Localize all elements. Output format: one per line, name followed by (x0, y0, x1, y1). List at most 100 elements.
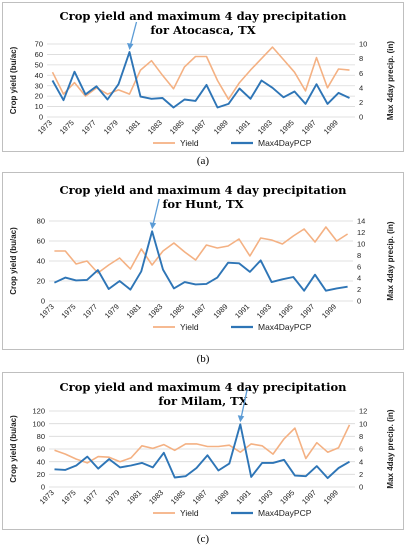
annotation-arrow-head (237, 415, 245, 423)
y-tick-right: 8 (359, 54, 363, 63)
x-tick: 1989 (213, 488, 231, 506)
chart-title-c: Crop yield and maximum 4 day precipitati… (23, 380, 383, 408)
x-tick: 1985 (168, 118, 186, 136)
annotation-arrow-shaft (152, 198, 160, 224)
x-tick: 1987 (190, 118, 208, 136)
y-tick-right: 14 (357, 217, 365, 226)
x-tick: 1979 (103, 302, 121, 320)
legend-precip-label: Max4DayPCP (258, 508, 312, 518)
y-tick-right: 10 (357, 239, 365, 248)
annotation-arrow-head (127, 43, 134, 51)
x-tick: 1981 (124, 118, 142, 136)
x-tick: 1975 (59, 302, 77, 320)
x-tick: 1977 (81, 488, 99, 506)
x-tick: 1977 (80, 118, 98, 136)
y-tick-left: 0 (41, 483, 45, 492)
y-axis-label-right: Max 4day precip. (in) (386, 221, 395, 300)
chart-title-b-line2: for Hunt, TX (162, 197, 244, 211)
y-axis-label-left: Crop yield (bu/ac) (9, 415, 18, 483)
x-tick: 1989 (211, 302, 229, 320)
x-tick: 1985 (168, 302, 186, 320)
y-tick-left: 20 (35, 92, 43, 101)
y-tick-left: 40 (37, 457, 45, 466)
y-tick-left: 100 (32, 419, 45, 428)
y-tick-right: 4 (359, 457, 363, 466)
x-tick: 1975 (58, 118, 76, 136)
chart-title-c-line1: Crop yield and maximum 4 day precipitati… (59, 380, 347, 394)
legend-precip-label: Max4DayPCP (258, 322, 312, 332)
x-tick: 1983 (146, 118, 164, 136)
y-tick-right: 6 (359, 445, 363, 454)
y-tick-left: 30 (35, 81, 43, 90)
y-tick-left: 80 (37, 217, 45, 226)
x-tick: 1985 (169, 488, 187, 506)
x-tick: 1997 (300, 118, 318, 136)
caption-a: (a) (196, 155, 210, 167)
x-tick: 1995 (277, 302, 295, 320)
y-tick-right: 6 (357, 262, 361, 271)
y-tick-left: 80 (37, 432, 45, 441)
y-tick-right: 0 (359, 113, 363, 122)
x-tick: 1995 (278, 488, 296, 506)
y-axis-label-left: Crop yield (bu/ac) (9, 46, 18, 114)
y-tick-right: 10 (359, 419, 367, 428)
y-axis-label-right: Max 4day precip. (in) (386, 409, 395, 488)
chart-panel-b: Crop yield and maximum 4 day precipitati… (2, 172, 404, 350)
x-tick: 1991 (234, 488, 252, 506)
y-tick-left: 20 (37, 470, 45, 479)
x-tick: 1993 (255, 302, 273, 320)
yield-series-line (54, 226, 349, 274)
x-tick: 1991 (233, 302, 251, 320)
y-tick-left: 10 (35, 102, 43, 111)
y-tick-right: 12 (357, 228, 365, 237)
x-tick: 1983 (147, 488, 165, 506)
y-tick-left: 0 (41, 297, 45, 306)
legend-yield-label: Yield (180, 508, 199, 518)
x-tick: 1981 (125, 302, 143, 320)
chart-title-a-line2: for Atocasca, TX (150, 23, 256, 37)
x-tick: 1975 (60, 488, 78, 506)
y-tick-right: 12 (359, 407, 367, 416)
x-tick: 1997 (300, 488, 318, 506)
y-tick-left: 70 (35, 40, 43, 49)
chart-panel-c: Crop yield and maximum 4 day precipitati… (2, 372, 404, 530)
y-tick-right: 0 (359, 483, 363, 492)
y-tick-right: 2 (359, 98, 363, 107)
y-tick-right: 2 (357, 285, 361, 294)
y-axis-label-left: Crop yield (bu/ac) (9, 227, 18, 295)
precip-series-line (53, 230, 348, 292)
x-tick: 1979 (103, 488, 121, 506)
chart-title-b-line1: Crop yield and maximum 4 day precipitati… (59, 183, 347, 197)
x-tick: 1995 (278, 118, 296, 136)
y-tick-right: 2 (359, 470, 363, 479)
x-tick: 1981 (125, 488, 143, 506)
x-tick: 1993 (256, 488, 274, 506)
y-tick-left: 60 (35, 50, 43, 59)
x-tick: 1977 (81, 302, 99, 320)
chart-title-c-line2: for Milam, TX (158, 394, 248, 408)
y-tick-left: 0 (39, 113, 43, 122)
y-tick-right: 0 (357, 297, 361, 306)
x-tick: 1989 (212, 118, 230, 136)
x-tick: 1997 (298, 302, 316, 320)
chart-title-b: Crop yield and maximum 4 day precipitati… (23, 183, 383, 211)
y-tick-right: 4 (359, 83, 363, 92)
x-tick: 1999 (322, 488, 340, 506)
yield-series-line (51, 46, 350, 101)
legend-yield-label: Yield (180, 322, 199, 332)
annotation-arrow-shaft (240, 388, 248, 417)
x-tick: 1979 (102, 118, 120, 136)
x-tick: 1993 (256, 118, 274, 136)
annotation-arrow-shaft (130, 21, 138, 45)
x-tick: 1983 (146, 302, 164, 320)
y-tick-right: 4 (357, 274, 361, 283)
legend-precip-label: Max4DayPCP (258, 138, 312, 148)
y-tick-left: 60 (37, 237, 45, 246)
legend-yield-label: Yield (180, 138, 199, 148)
chart-title-a: Crop yield and maximum 4 day precipitati… (23, 9, 383, 37)
y-tick-left: 20 (37, 277, 45, 286)
y-tick-left: 50 (35, 60, 43, 69)
